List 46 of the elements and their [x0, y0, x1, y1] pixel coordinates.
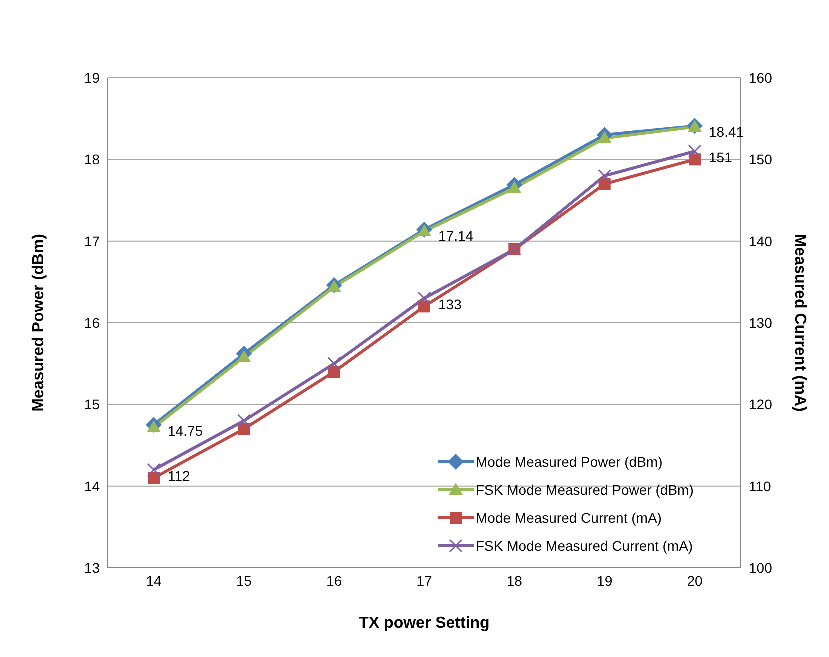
x-tick-label: 14 — [146, 572, 162, 589]
y-tick-label: 15 — [84, 396, 100, 413]
y-tick-label: 16 — [84, 314, 100, 331]
point — [418, 224, 432, 237]
x-tick-label: 16 — [326, 572, 342, 589]
y-tick-label: 13 — [84, 560, 100, 576]
x-tick-label: 20 — [687, 572, 703, 589]
y-tick-label: 17 — [84, 233, 100, 250]
data-label: 14.75 — [168, 423, 204, 440]
y2-axis-title: Measured Current (mA) — [791, 234, 808, 412]
y-tick-label: 18 — [84, 152, 100, 168]
y2-tick-label: 130 — [749, 314, 773, 331]
y2-tick-label: 160 — [749, 70, 773, 86]
data-label: 112 — [168, 468, 191, 484]
y2-tick-label: 100 — [749, 560, 773, 576]
point — [237, 350, 252, 362]
x-axis-title: TX power Setting — [359, 615, 490, 632]
legend-label: Mode Measured Current (mA) — [476, 510, 662, 526]
legend-label: Mode Measured Power (dBm) — [476, 454, 663, 470]
data-label: 18.41 — [709, 124, 744, 140]
y-axis-title: Measured Power (dBm) — [30, 234, 48, 412]
y2-tick-label: 110 — [749, 478, 772, 494]
data-label: 151 — [709, 150, 733, 166]
point — [598, 169, 612, 183]
legend-label: FSK Mode Measured Current (mA) — [476, 538, 694, 554]
x-tick-label: 17 — [416, 572, 432, 589]
x-tick-label: 19 — [597, 572, 613, 589]
data-label: 17.14 — [438, 228, 474, 244]
point — [688, 144, 702, 158]
x-tick-label: 18 — [506, 572, 523, 589]
x-tick-label: 15 — [236, 572, 252, 589]
y-tick-label: 19 — [84, 70, 100, 86]
legend-label: FSK Mode Measured Power (dBm) — [476, 482, 694, 498]
point — [327, 280, 342, 292]
y2-tick-label: 140 — [749, 233, 773, 250]
data-label: 133 — [438, 296, 462, 312]
point — [508, 181, 522, 194]
point — [147, 463, 161, 477]
y2-tick-label: 120 — [749, 396, 773, 413]
point — [147, 420, 161, 433]
y-tick-label: 14 — [84, 478, 100, 494]
point — [328, 357, 342, 371]
point — [418, 292, 432, 306]
point — [598, 131, 612, 144]
point — [237, 414, 251, 428]
y2-tick-label: 150 — [749, 152, 773, 168]
